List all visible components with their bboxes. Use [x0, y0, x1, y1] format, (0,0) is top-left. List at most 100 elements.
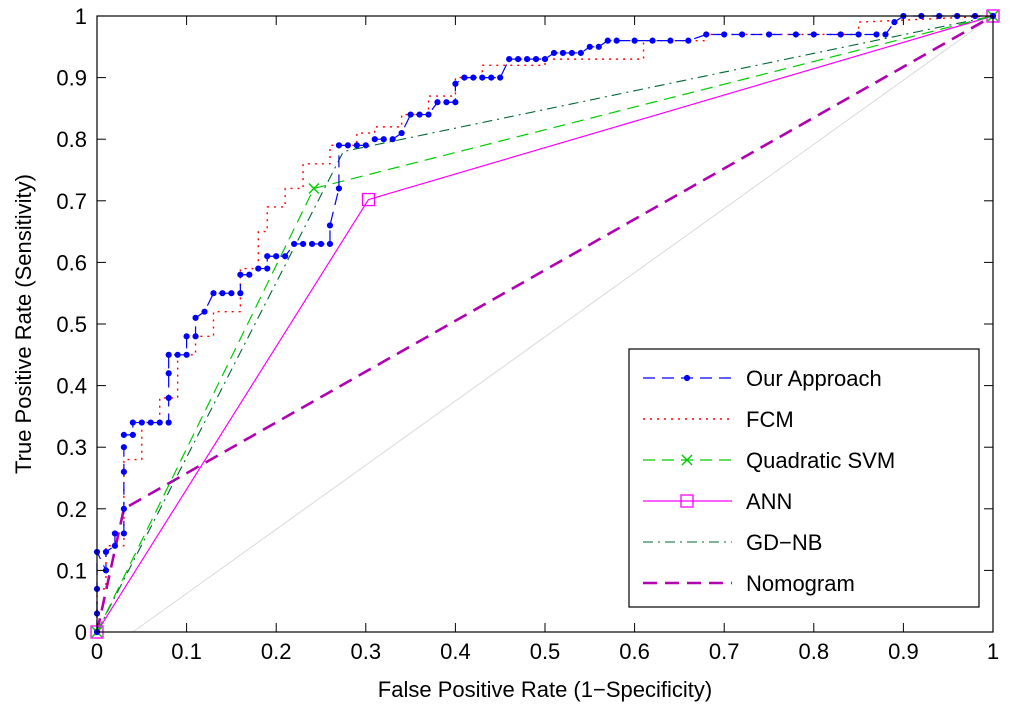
point-our-approach — [792, 31, 799, 38]
point-our-approach — [667, 37, 674, 44]
point-our-approach — [882, 31, 889, 38]
point-our-approach — [586, 43, 593, 50]
point-our-approach — [183, 351, 190, 358]
point-our-approach — [111, 542, 119, 549]
point-our-approach — [873, 31, 880, 38]
series-line-nomogram — [95, 14, 994, 633]
point-our-approach — [317, 240, 325, 248]
y-tick-label: 0.8 — [56, 127, 87, 152]
point-our-approach — [138, 419, 145, 426]
point-our-approach — [523, 56, 531, 63]
point-our-approach — [515, 56, 522, 63]
point-our-approach — [192, 333, 199, 340]
point-our-approach — [443, 99, 450, 106]
point-our-approach — [559, 49, 567, 57]
point-our-approach — [219, 290, 226, 297]
point-our-approach — [165, 419, 172, 426]
series-layer — [90, 9, 1000, 639]
y-tick-label: 0.4 — [56, 374, 87, 399]
point-our-approach — [577, 49, 584, 57]
legend-marker — [681, 454, 693, 466]
y-tick-label: 0.5 — [56, 312, 87, 337]
y-tick-label: 0.6 — [56, 250, 87, 275]
point-our-approach — [255, 265, 262, 272]
point-our-approach — [165, 351, 172, 358]
y-tick-label: 1 — [75, 4, 87, 29]
legend-label: ANN — [746, 489, 792, 514]
point-our-approach — [416, 111, 423, 118]
point-our-approach — [604, 37, 611, 44]
x-tick-label: 0.2 — [261, 639, 292, 664]
point-our-approach — [685, 37, 692, 44]
point-our-approach — [291, 240, 298, 248]
point-our-approach — [703, 31, 710, 38]
legend: Our Approach FCM Quadratic SVM ANN GD−NB Nomo… — [628, 348, 980, 608]
point-our-approach — [461, 74, 468, 81]
tick-layer: 0 0.1 0.2 0.3 0.4 0.5 0.6 0.7 0.8 0.9 1 0 0.1 0.2 0.3 0… — [56, 4, 999, 664]
legend-item-quadratic-svm: Quadratic SVM — [643, 448, 895, 473]
point-our-approach — [810, 31, 817, 38]
point-our-approach — [183, 333, 190, 340]
point-our-approach — [210, 290, 217, 297]
series-line-quadratic-svm — [96, 15, 994, 633]
point-our-approach — [120, 505, 127, 512]
x-tick-label: 0.8 — [799, 639, 830, 664]
point-our-approach — [506, 56, 513, 63]
point-our-approach — [120, 444, 127, 451]
y-tick-label: 0 — [75, 620, 87, 645]
legend-label: GD−NB — [746, 530, 822, 555]
point-our-approach — [111, 530, 119, 537]
x-tick-label: 0.7 — [709, 639, 740, 664]
legend-label: Our Approach — [746, 366, 882, 391]
point-our-approach — [120, 431, 127, 438]
point-ann — [361, 192, 376, 207]
point-our-approach — [156, 419, 163, 426]
point-our-approach — [165, 370, 172, 377]
point-our-approach — [452, 99, 459, 106]
legend-item-fcm: FCM — [643, 407, 794, 432]
point-our-approach — [371, 136, 378, 143]
point-our-approach — [120, 468, 127, 475]
legend-item-our-approach: Our Approach — [643, 366, 882, 391]
x-tick-label: 0 — [91, 639, 103, 664]
point-our-approach — [407, 111, 414, 118]
x-tick-label: 0.1 — [171, 639, 202, 664]
y-tick-label: 0.1 — [56, 558, 87, 583]
point-our-approach — [273, 253, 280, 260]
point-our-approach — [237, 290, 244, 297]
series-line-ann — [96, 15, 994, 633]
point-our-approach — [425, 111, 432, 118]
point-our-approach — [192, 314, 199, 321]
y-tick-label: 0.3 — [56, 435, 87, 460]
x-tick-label: 0.5 — [530, 639, 561, 664]
point-our-approach — [649, 37, 656, 44]
point-our-approach — [362, 142, 369, 149]
point-our-approach — [721, 31, 728, 38]
x-axis-label: False Positive Rate (1−Specificity) — [378, 677, 712, 702]
point-our-approach — [335, 142, 343, 149]
series-fcm — [96, 15, 994, 632]
point-our-approach — [470, 74, 477, 81]
series-nomogram — [95, 14, 994, 633]
point-our-approach — [595, 43, 602, 50]
point-our-approach — [353, 142, 360, 149]
point-our-approach — [264, 253, 271, 260]
point-our-approach — [479, 74, 486, 81]
series-gd-nb — [96, 15, 994, 633]
legend-marker — [683, 374, 691, 382]
legend-item-ann: ANN — [643, 489, 792, 514]
y-tick-label: 0.7 — [56, 189, 87, 214]
point-our-approach — [120, 530, 127, 537]
legend-marker — [680, 494, 694, 508]
point-our-approach — [837, 31, 844, 38]
point-our-approach — [299, 240, 307, 248]
point-our-approach — [326, 222, 334, 229]
point-our-approach — [398, 129, 405, 137]
point-quadratic-svm — [308, 182, 320, 194]
series-line-fcm — [96, 15, 994, 632]
point-our-approach — [765, 31, 773, 38]
point-our-approach — [282, 253, 289, 260]
legend-label: Quadratic SVM — [746, 448, 895, 473]
x-tick-label: 0.3 — [351, 639, 382, 664]
